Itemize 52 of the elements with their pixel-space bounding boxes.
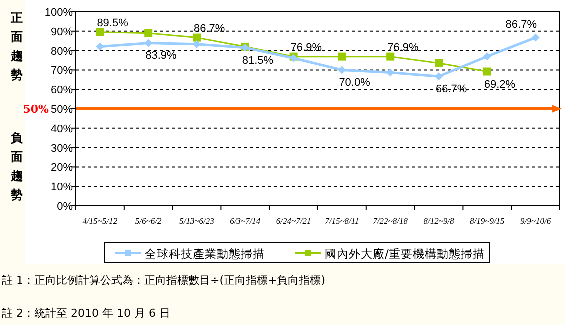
y-tick-label: 100%	[44, 7, 74, 19]
y-tick-label: 50%	[50, 104, 74, 116]
y-tick-label: 30%	[50, 142, 74, 155]
text: 正面趨勢	[10, 11, 23, 82]
y-tick-label: 40%	[50, 123, 74, 136]
point	[144, 29, 153, 38]
data-label: 76.9%	[290, 42, 322, 54]
point	[338, 52, 346, 61]
point	[96, 28, 104, 36]
point	[96, 42, 104, 51]
x-tick-label: 6/24~7/21	[276, 216, 312, 226]
data-label: 66.7%	[436, 84, 468, 96]
x-tick-label: 9/9~10/6	[520, 216, 552, 226]
y-tick-label: 20%	[50, 162, 74, 174]
y-tick-label: 0%	[57, 201, 74, 213]
x-tick-label: 7/22~8/18	[373, 216, 409, 226]
x-tick-label: 5/6~6/2	[135, 216, 163, 226]
text: 負面趨勢	[10, 131, 24, 202]
legend-label: 國內外大廠/重要機構動態掃描	[325, 247, 485, 261]
point	[386, 68, 395, 77]
point	[386, 52, 395, 61]
text: 註 1：正向比例計算公式為：正向指標數目÷(正向指標+負向指標)	[2, 274, 326, 287]
ref-line-label: 50%	[23, 103, 50, 116]
x-tick-label: 7/15~8/11	[325, 216, 360, 226]
y-tick-label: 60%	[50, 84, 74, 97]
y-tick-label: 90%	[50, 26, 74, 38]
data-label: 83.9%	[146, 50, 178, 62]
x-tick-label: 5/13~6/23	[180, 216, 214, 226]
point	[193, 34, 201, 42]
point	[483, 68, 492, 76]
data-label: 86.7%	[506, 18, 538, 31]
data-label: 81.5%	[242, 54, 274, 67]
x-tick-label: 4/15~5/12	[82, 216, 118, 226]
data-label: 86.7%	[194, 22, 226, 35]
x-tick-label: 6/3~7/14	[230, 216, 262, 226]
x-tick-label: 8/19~9/15	[470, 216, 505, 226]
y-tick-label: 70%	[50, 65, 74, 78]
data-label: 76.9%	[388, 42, 420, 54]
point	[193, 40, 201, 48]
legend-label: 全球科技產業動態掃描	[145, 247, 265, 261]
x-tick-label: 8/12~9/8	[424, 216, 456, 226]
y-tick-label: 80%	[50, 46, 74, 58]
point	[483, 52, 492, 61]
data-label: 70.0%	[339, 77, 371, 90]
y-tick-label: 10%	[50, 182, 74, 194]
point	[532, 34, 540, 42]
text: 註 2：統計至 2010 年 10 月 6 日	[2, 307, 170, 320]
point	[338, 66, 346, 74]
point	[435, 72, 443, 81]
data-label: 89.5%	[97, 17, 129, 30]
point	[435, 59, 443, 68]
data-label: 69.2%	[484, 78, 516, 91]
